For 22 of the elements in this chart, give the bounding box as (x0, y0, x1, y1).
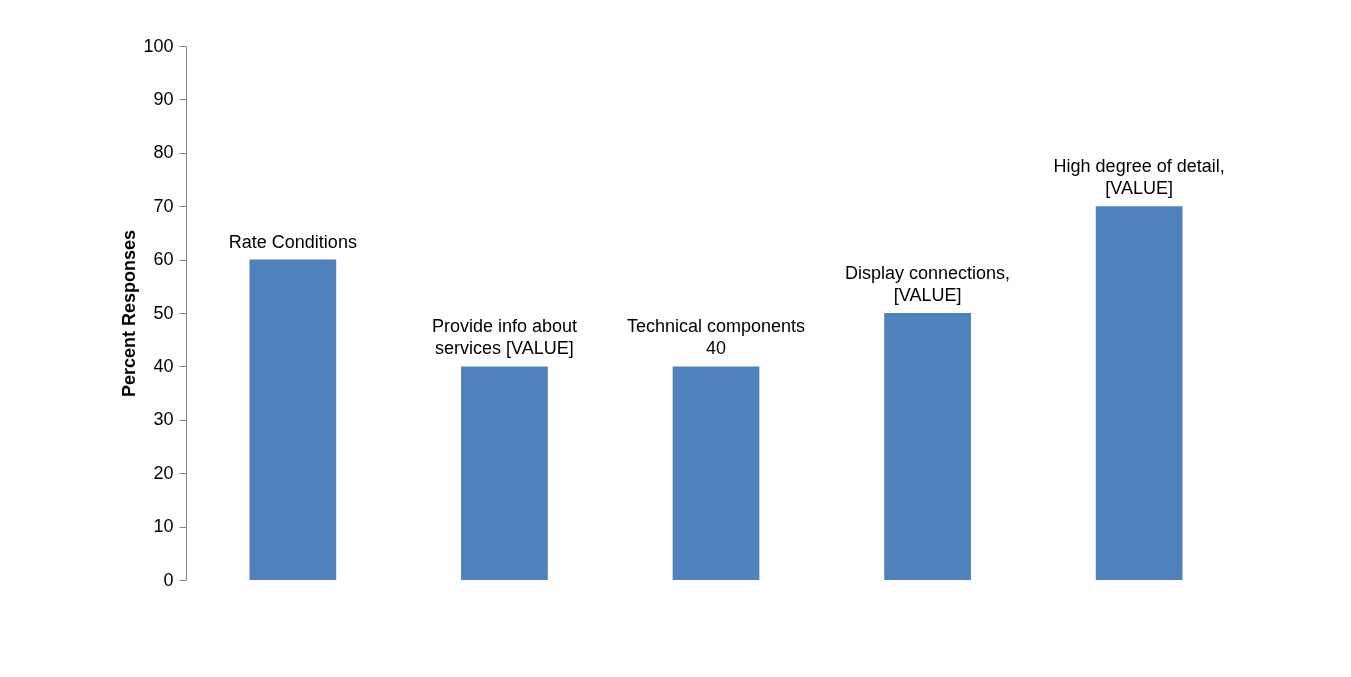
y-tick-label: 90 (153, 88, 174, 109)
bar (672, 366, 760, 580)
y-tick-label: 100 (143, 35, 174, 56)
y-tick-label: 40 (153, 355, 174, 376)
y-tick-label: 20 (153, 462, 174, 483)
data-label: High degree of detail, [VALUE] (1053, 156, 1225, 199)
bar (461, 366, 548, 580)
y-tick-label: 70 (153, 195, 174, 216)
data-label: Rate Conditions (228, 231, 357, 252)
bar (1095, 206, 1183, 580)
bar (249, 259, 337, 580)
data-label: Provide info about services [VALUE] (431, 316, 577, 359)
y-tick-label: 50 (153, 302, 174, 323)
y-tick-label: 80 (153, 142, 174, 163)
data-label: Technical components 40 (626, 316, 806, 359)
y-tick-label: 10 (153, 516, 174, 537)
data-label: Display connections, [VALUE] (845, 263, 1011, 305)
y-tick-label: 60 (153, 249, 174, 270)
y-axis-title: Percent Responses (119, 229, 140, 398)
y-tick-label: 30 (153, 409, 174, 430)
bar (884, 313, 971, 580)
y-tick-label: 0 (163, 569, 174, 590)
